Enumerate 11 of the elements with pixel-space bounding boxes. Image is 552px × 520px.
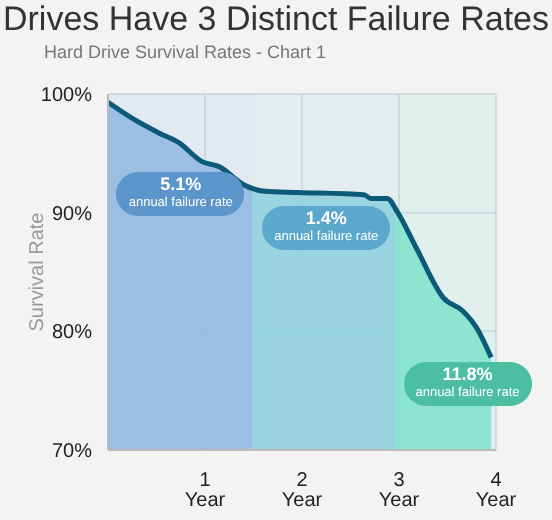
x-tick-label: 2 Year <box>281 470 324 512</box>
x-tick-label: 3 Year <box>378 470 421 512</box>
y-tick-label: 90% <box>51 203 93 226</box>
y-tick-label: 100% <box>40 85 93 108</box>
y-axis-title: Survival Rate <box>27 211 50 332</box>
x-tick-label: 4 Year <box>475 470 518 512</box>
y-tick-label: 70% <box>51 441 93 464</box>
y-tick-label: 80% <box>51 322 93 345</box>
chart-subtitle: Hard Drive Survival Rates - Chart 1 <box>44 42 327 62</box>
chart-title: Drives Have 3 Distinct Failure Rates <box>0 0 552 40</box>
x-tick-label: 1 Year <box>184 470 227 512</box>
